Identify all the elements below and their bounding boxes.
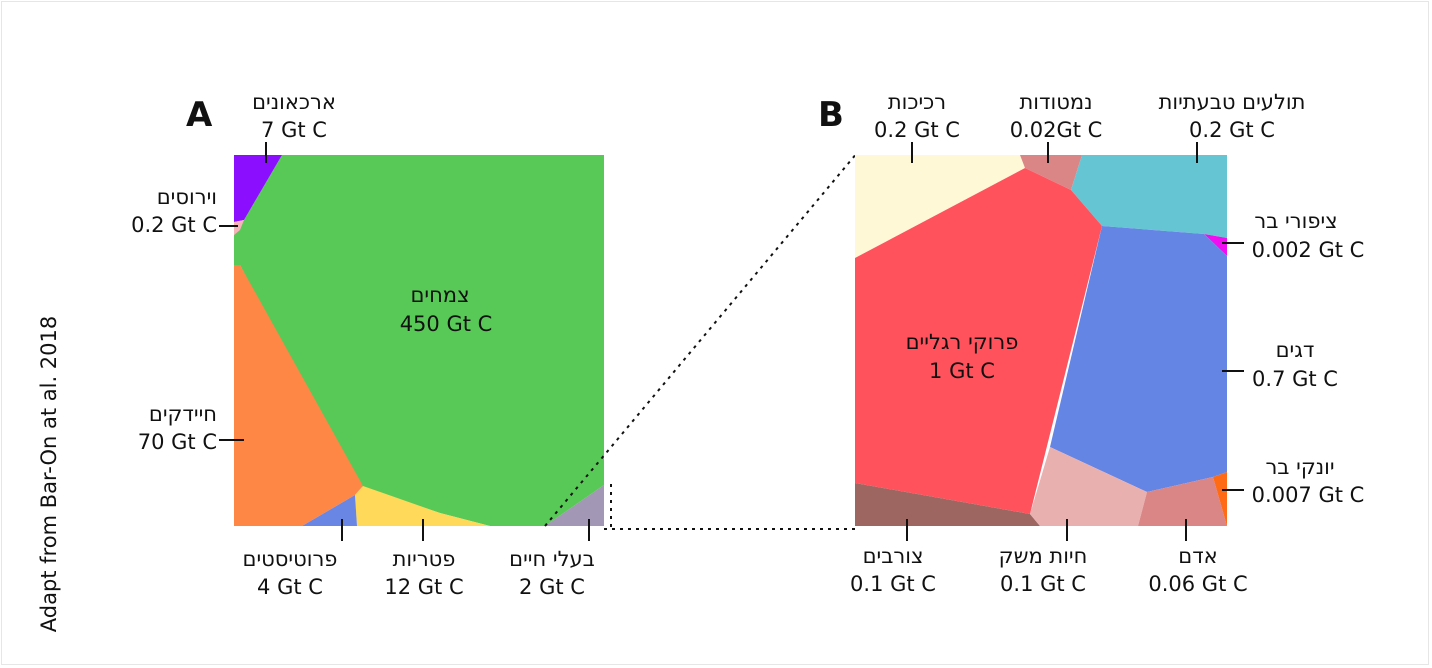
label-annelids-name: תולעים טבעתיות	[1159, 90, 1306, 114]
region-animals	[545, 485, 604, 526]
region-humans	[1138, 477, 1227, 526]
region-nematodes	[1020, 155, 1082, 190]
label-humans-name: אדם	[1178, 544, 1217, 568]
credit-text: Adapt from Bar-On at al. 2018	[37, 316, 61, 633]
region-bacteria	[234, 265, 363, 526]
label-archaea-name: ארכאונים	[252, 90, 336, 114]
label-mollusks-name: רכיכות	[888, 90, 946, 114]
label-wild-birds-name: ציפורי בר	[1254, 209, 1337, 233]
panel-b-letter: B	[818, 95, 844, 135]
label-cnidarians-name: צורבים	[863, 544, 924, 568]
label-livestock-name: חיות משק	[999, 544, 1088, 568]
panel-a	[234, 155, 604, 526]
label-bacteria-name: חיידקים	[149, 402, 217, 426]
label-nematodes-value: 0.02Gt C	[1010, 118, 1103, 142]
zoom-connector	[544, 152, 858, 530]
label-viruses-name: וירוסים	[157, 185, 217, 209]
label-animals-name: בעלי חיים	[509, 547, 595, 571]
label-arthropods-name: פרוקי רגליים	[906, 330, 1019, 354]
label-annelids-value: 0.2 Gt C	[1189, 118, 1275, 142]
region-wild-mammals	[1213, 472, 1227, 526]
label-plants-name: צמחים	[410, 283, 469, 307]
label-nematodes-name: נמטודות	[1020, 90, 1093, 114]
label-protists-name: פרוטיסטים	[243, 547, 338, 571]
region-annelids	[1071, 155, 1227, 238]
region-fish	[1050, 226, 1227, 492]
label-wild-mammals-value: 0.007 Gt C	[1252, 483, 1365, 507]
label-plants-value: 450 Gt C	[400, 312, 493, 336]
region-viruses	[234, 220, 244, 235]
label-wild-birds-value: 0.002 Gt C	[1252, 238, 1365, 262]
label-arthropods-value: 1 Gt C	[929, 359, 995, 383]
region-archaea	[234, 155, 282, 222]
region-fungi	[355, 486, 490, 526]
panel-a-letter: A	[186, 95, 213, 135]
label-fish-value: 0.7 Gt C	[1252, 367, 1338, 391]
region-plants	[234, 155, 604, 526]
region-cnidarians	[855, 483, 1040, 526]
label-fungi-value: 12 Gt C	[384, 575, 463, 599]
label-wild-mammals-name: יונקי בר	[1265, 455, 1334, 479]
region-mollusks	[855, 155, 1025, 258]
region-protists	[302, 495, 357, 526]
panel-b	[855, 155, 1227, 526]
label-archaea-value: 7 Gt C	[261, 118, 327, 142]
label-mollusks-value: 0.2 Gt C	[874, 118, 960, 142]
label-fungi-name: פטריות	[393, 547, 456, 571]
label-bacteria-value: 70 Gt C	[138, 430, 217, 454]
region-livestock	[1030, 447, 1147, 526]
label-fish-name: דגים	[1276, 338, 1315, 362]
label-viruses-value: 0.2 Gt C	[131, 213, 217, 237]
label-humans-value: 0.06 Gt C	[1148, 572, 1247, 596]
label-animals-value: 2 Gt C	[519, 575, 585, 599]
region-arthropods	[855, 168, 1102, 514]
label-protists-value: 4 Gt C	[257, 575, 323, 599]
label-cnidarians-value: 0.1 Gt C	[850, 572, 936, 596]
label-livestock-value: 0.1 Gt C	[1000, 572, 1086, 596]
